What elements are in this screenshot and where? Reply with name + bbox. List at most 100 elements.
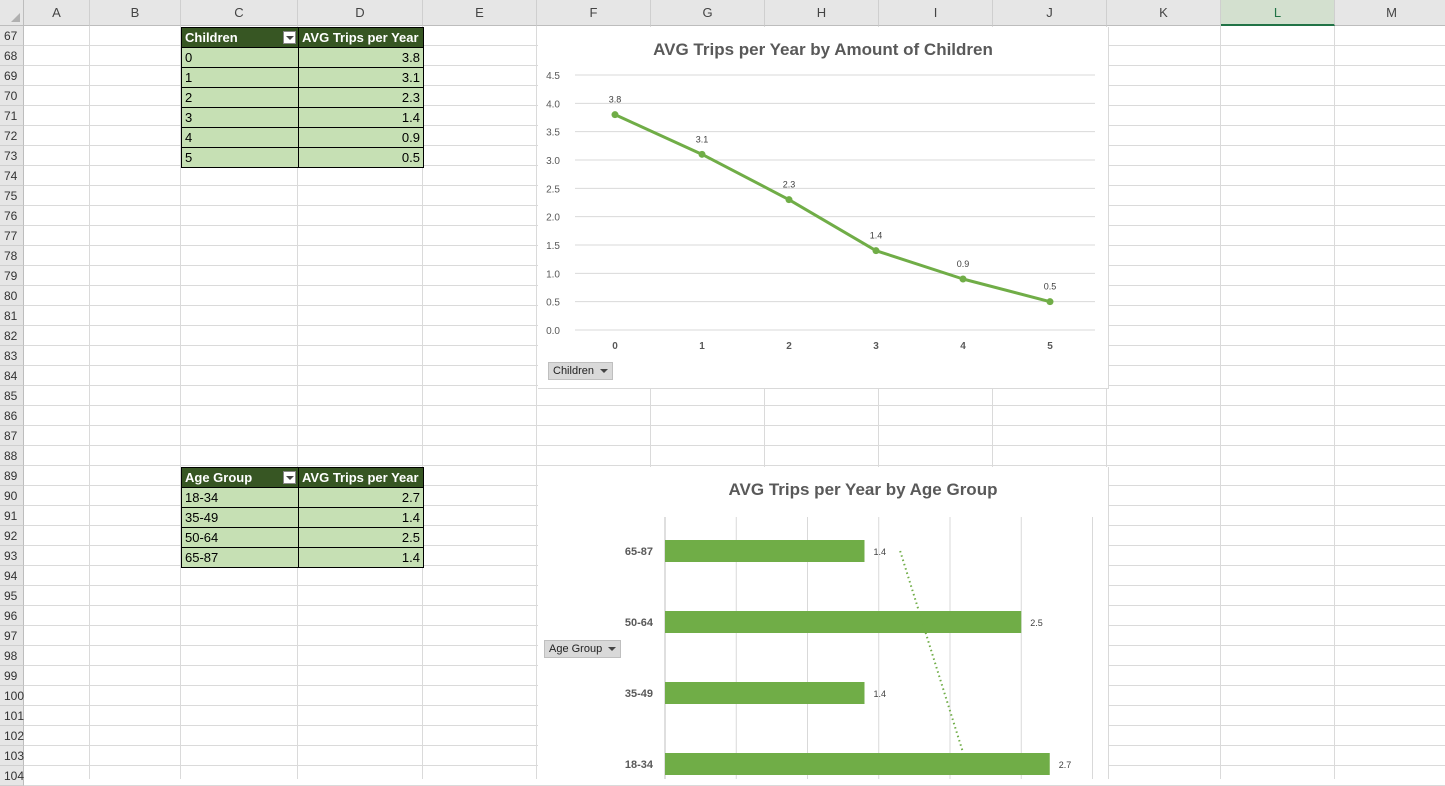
pivot-row[interactable]: 65-87 1.4 (181, 547, 424, 568)
pivot-row-value[interactable]: 2.5 (298, 527, 424, 548)
row-header-67[interactable]: 67 (0, 26, 24, 46)
column-header-c[interactable]: C (181, 0, 298, 26)
line-chart-trips-by-children[interactable]: AVG Trips per Year by Amount of Children… (538, 27, 1109, 389)
row-header-80[interactable]: 80 (0, 286, 24, 306)
series-line (614, 113, 1051, 304)
row-header-93[interactable]: 93 (0, 546, 24, 566)
pivot-row-label[interactable]: 18-34 (181, 487, 299, 508)
row-header-96[interactable]: 96 (0, 606, 24, 626)
select-all-corner[interactable] (0, 0, 24, 26)
data-point (698, 150, 706, 158)
row-header-83[interactable]: 83 (0, 346, 24, 366)
row-header-69[interactable]: 69 (0, 66, 24, 86)
row-header-73[interactable]: 73 (0, 146, 24, 166)
row-header-75[interactable]: 75 (0, 186, 24, 206)
pivot-row-value[interactable]: 0.5 (298, 147, 424, 168)
column-header-k[interactable]: K (1107, 0, 1221, 26)
pivot-row-value[interactable]: 3.1 (298, 67, 424, 88)
row-header-98[interactable]: 98 (0, 646, 24, 666)
row-header-71[interactable]: 71 (0, 106, 24, 126)
pivot-row-label[interactable]: 3 (181, 107, 299, 128)
row-header-89[interactable]: 89 (0, 466, 24, 486)
pivot-row-label[interactable]: 65-87 (181, 547, 299, 568)
pivot-header-children[interactable]: Children (181, 27, 299, 48)
row-header-95[interactable]: 95 (0, 586, 24, 606)
row-header-102[interactable]: 102 (0, 726, 24, 746)
pivot-row-label[interactable]: 0 (181, 47, 299, 68)
pivot-row-label[interactable]: 4 (181, 127, 299, 148)
pivot-table-children[interactable]: Children AVG Trips per Year 0 3.8 1 3.1 2 2.3… (181, 27, 424, 168)
row-header-78[interactable]: 78 (0, 246, 24, 266)
pivot-row-value[interactable]: 2.3 (298, 87, 424, 108)
pivot-row[interactable]: 1 3.1 (181, 67, 424, 88)
pivot-row[interactable]: 50-64 2.5 (181, 527, 424, 548)
row-header-77[interactable]: 77 (0, 226, 24, 246)
y-tick-label: 1.5 (546, 241, 560, 252)
pivot-row-label[interactable]: 1 (181, 67, 299, 88)
column-header-l[interactable]: L (1221, 0, 1335, 26)
pivot-row[interactable]: 4 0.9 (181, 127, 424, 148)
row-header-82[interactable]: 82 (0, 326, 24, 346)
row-header-90[interactable]: 90 (0, 486, 24, 506)
field-button-age-group[interactable]: Age Group (544, 640, 622, 658)
row-header-97[interactable]: 97 (0, 626, 24, 646)
column-header-j[interactable]: J (993, 0, 1107, 26)
row-header-85[interactable]: 85 (0, 386, 24, 406)
row-header-94[interactable]: 94 (0, 566, 24, 586)
pivot-row-value[interactable]: 1.4 (298, 547, 424, 568)
row-header-101[interactable]: 101 (0, 706, 24, 726)
column-gridline (650, 26, 651, 779)
pivot-row[interactable]: 18-34 2.7 (181, 487, 424, 508)
column-header-g[interactable]: G (651, 0, 765, 26)
pivot-header-avg-trips[interactable]: AVG Trips per Year (298, 467, 424, 488)
row-header-72[interactable]: 72 (0, 126, 24, 146)
pivot-row[interactable]: 2 2.3 (181, 87, 424, 108)
row-header-79[interactable]: 79 (0, 266, 24, 286)
chart-title: AVG Trips per Year by Age Group (728, 480, 998, 499)
pivot-row-label[interactable]: 35-49 (181, 507, 299, 528)
pivot-row[interactable]: 0 3.8 (181, 47, 424, 68)
pivot-table-age-group[interactable]: Age Group AVG Trips per Year 18-34 2.7 35-… (181, 467, 424, 568)
pivot-row-label[interactable]: 2 (181, 87, 299, 108)
row-header-92[interactable]: 92 (0, 526, 24, 546)
row-header-74[interactable]: 74 (0, 166, 24, 186)
pivot-row-value[interactable]: 0.9 (298, 127, 424, 148)
field-button-children[interactable]: Children (548, 362, 613, 380)
row-header-87[interactable]: 87 (0, 426, 24, 446)
row-header-104[interactable]: 104 (0, 766, 24, 786)
column-header-d[interactable]: D (298, 0, 423, 26)
pivot-row[interactable]: 35-49 1.4 (181, 507, 424, 528)
pivot-header-age-group[interactable]: Age Group (181, 467, 299, 488)
column-header-b[interactable]: B (90, 0, 181, 26)
row-header-84[interactable]: 84 (0, 366, 24, 386)
bar-chart-trips-by-age-group[interactable]: AVG Trips per Year by Age Group 18-34 2.7… (538, 467, 1109, 779)
row-header-99[interactable]: 99 (0, 666, 24, 686)
pivot-row-value[interactable]: 1.4 (298, 107, 424, 128)
row-header-68[interactable]: 68 (0, 46, 24, 66)
pivot-row-value[interactable]: 1.4 (298, 507, 424, 528)
pivot-row-value[interactable]: 2.7 (298, 487, 424, 508)
pivot-row-label[interactable]: 50-64 (181, 527, 299, 548)
pivot-row[interactable]: 3 1.4 (181, 107, 424, 128)
row-header-88[interactable]: 88 (0, 446, 24, 466)
pivot-row-label[interactable]: 5 (181, 147, 299, 168)
row-header-76[interactable]: 76 (0, 206, 24, 226)
pivot-header-avg-trips[interactable]: AVG Trips per Year (298, 27, 424, 48)
pivot-row-value[interactable]: 3.8 (298, 47, 424, 68)
column-header-a[interactable]: A (24, 0, 90, 26)
column-header-i[interactable]: I (879, 0, 993, 26)
column-header-h[interactable]: H (765, 0, 879, 26)
filter-dropdown-icon[interactable] (283, 31, 296, 44)
column-header-m[interactable]: M (1335, 0, 1445, 26)
filter-dropdown-icon[interactable] (283, 471, 296, 484)
row-header-70[interactable]: 70 (0, 86, 24, 106)
column-header-e[interactable]: E (423, 0, 537, 26)
row-header-86[interactable]: 86 (0, 406, 24, 426)
row-header-103[interactable]: 103 (0, 746, 24, 766)
column-gridline (1106, 26, 1107, 779)
row-header-91[interactable]: 91 (0, 506, 24, 526)
pivot-row[interactable]: 5 0.5 (181, 147, 424, 168)
column-header-f[interactable]: F (537, 0, 651, 26)
row-header-100[interactable]: 100 (0, 686, 24, 706)
row-header-81[interactable]: 81 (0, 306, 24, 326)
